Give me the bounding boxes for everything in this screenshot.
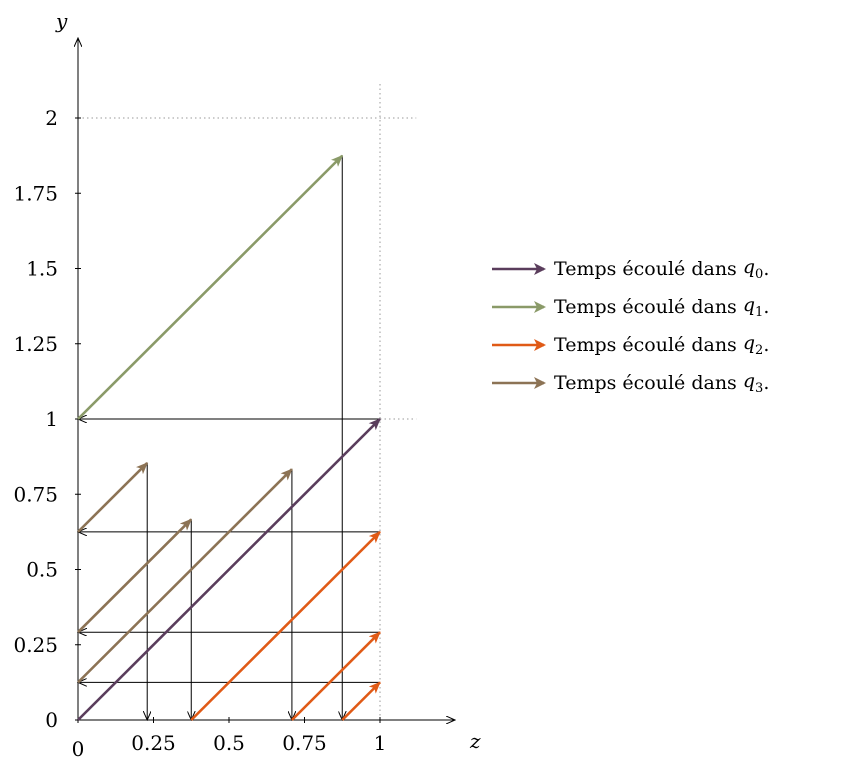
legend-arrow-icon [492, 377, 546, 389]
x-axis-label: z [469, 729, 481, 753]
legend-arrow-icon [492, 339, 546, 351]
flow-arrow-q1-1 [77, 154, 344, 420]
flow-arrow-q3-6 [77, 518, 193, 634]
y-tick-label: 1.75 [13, 181, 58, 205]
y-tick-label: 1.25 [13, 332, 58, 356]
x-tick-labels: 0 0.25 0.5 0.75 1 [72, 717, 387, 760]
legend-state-variable: q3 [742, 370, 764, 396]
flow-arrow-q3-5 [77, 461, 149, 533]
y-tick-label: 1 [45, 407, 58, 431]
flow-arrow-q3-7 [77, 468, 293, 684]
y-tick-labels: 0 0.25 0.5 0.75 1 1.25 1.5 1.75 2 [13, 106, 81, 732]
y-tick-label: 0.5 [26, 558, 58, 582]
legend-text: Temps écoulé dans [554, 296, 737, 318]
legend-item-q0: Temps écoulé dans q0. [490, 250, 769, 288]
y-axis-label: y [55, 9, 68, 33]
legend-item-q2: Temps écoulé dans q2. [490, 326, 769, 364]
legend-suffix: . [763, 372, 770, 394]
legend-state-variable: q2 [742, 332, 764, 358]
flow-arrow-q2-3 [290, 631, 381, 721]
legend-text: Temps écoulé dans [554, 258, 737, 280]
x-tick-label: 0.5 [213, 731, 245, 755]
legend-text: Temps écoulé dans [554, 372, 737, 394]
legend-state-variable: q1 [742, 294, 764, 320]
guide-lines [78, 81, 417, 720]
x-tick-label: 0.25 [131, 731, 176, 755]
legend-suffix: . [763, 334, 770, 356]
x-tick-label: 0 [72, 737, 85, 760]
x-tick-label: 1 [374, 731, 387, 755]
flow-arrow-q0-0 [77, 418, 381, 721]
legend-suffix: . [763, 296, 770, 318]
jump-arrows [78, 155, 380, 720]
flow-arrow-q2-2 [190, 530, 381, 721]
y-tick-label: 0.75 [13, 482, 58, 506]
legend-item-q1: Temps écoulé dans q1. [490, 288, 769, 326]
flow-arrow-q2-4 [341, 681, 381, 721]
x-tick-label: 0.75 [282, 731, 327, 755]
y-tick-label: 0 [45, 708, 58, 732]
y-tick-label: 0.25 [13, 633, 58, 657]
legend-item-q3: Temps écoulé dans q3. [490, 364, 769, 402]
legend-suffix: . [763, 258, 770, 280]
flow-arrows [77, 154, 381, 721]
y-tick-label: 2 [45, 106, 58, 130]
legend-state-variable: q0 [742, 256, 764, 282]
axes: z y [55, 9, 481, 753]
legend: Temps écoulé dans q0. Temps écoulé dans q… [490, 250, 769, 402]
legend-arrow-icon [492, 263, 546, 275]
legend-arrow-icon [492, 301, 546, 313]
legend-text: Temps écoulé dans [554, 334, 737, 356]
y-tick-label: 1.5 [26, 257, 58, 281]
